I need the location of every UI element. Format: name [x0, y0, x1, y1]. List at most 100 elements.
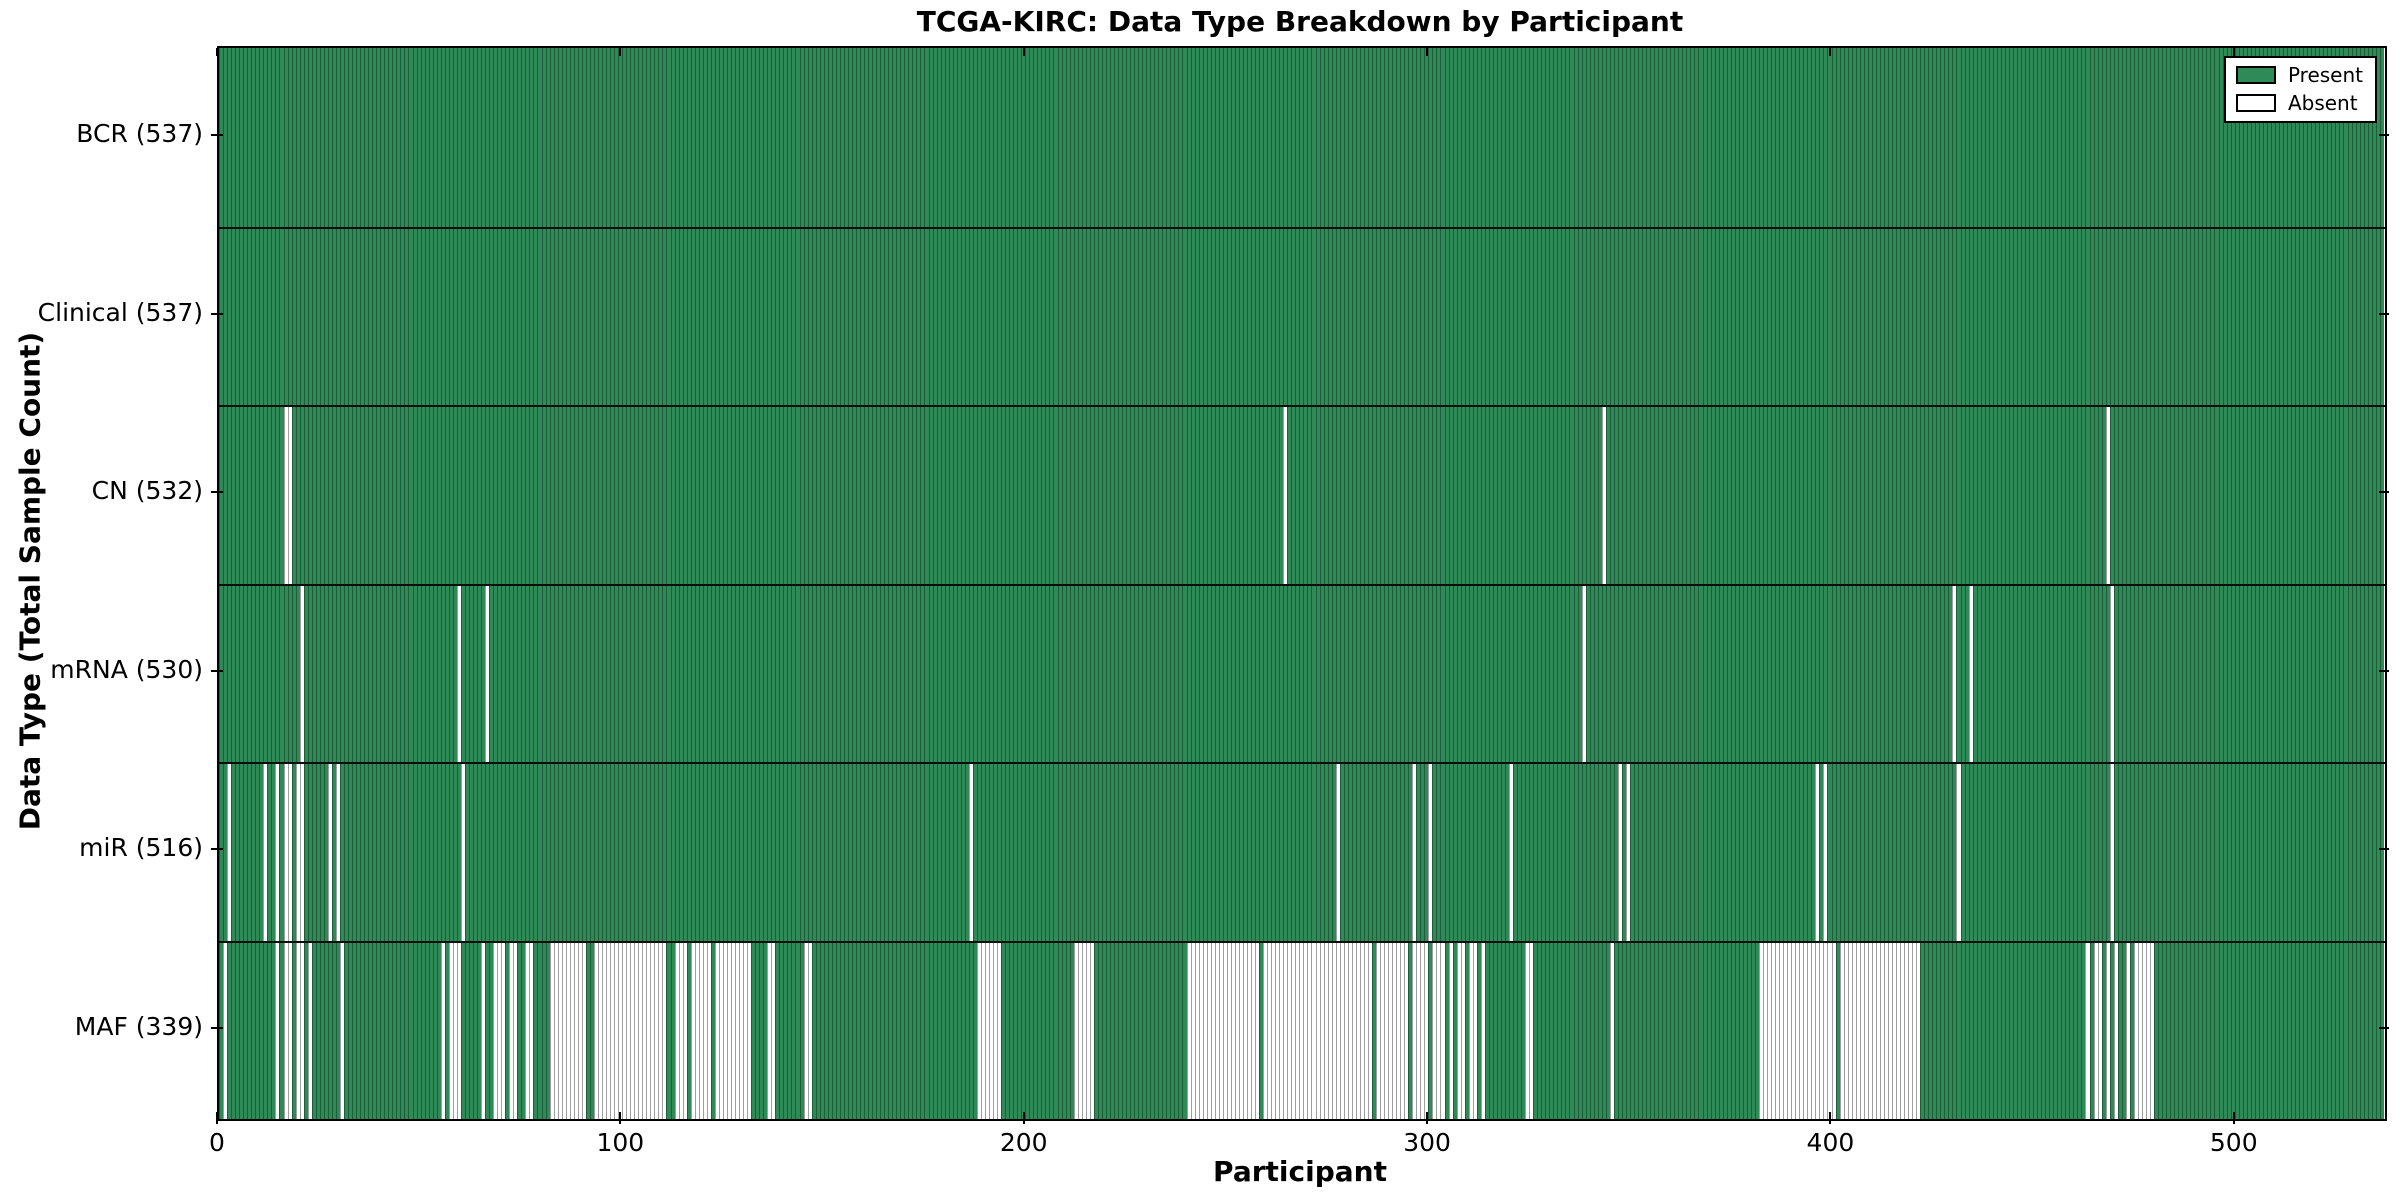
present-cell [2182, 407, 2187, 584]
present-cell [2238, 407, 2243, 584]
present-cell [2214, 228, 2219, 405]
present-cell [1916, 48, 1921, 227]
present-cell [601, 407, 606, 584]
present-cell [642, 407, 647, 584]
absent-cell [573, 942, 578, 1119]
present-cell [1174, 228, 1179, 405]
present-cell [1529, 764, 1534, 941]
present-cell [1359, 585, 1364, 762]
present-cell [964, 407, 969, 584]
present-cell [2315, 585, 2320, 762]
present-cell [1847, 48, 1852, 227]
present-cell [428, 228, 433, 405]
present-cell [1408, 228, 1413, 405]
present-cell [1952, 228, 1957, 405]
present-cell [2145, 407, 2150, 584]
present-cell [1299, 228, 1304, 405]
present-cell [2093, 585, 2098, 762]
present-cell [1065, 942, 1070, 1119]
present-cell [597, 585, 602, 762]
present-cell [303, 764, 308, 941]
present-cell [940, 407, 945, 584]
present-cell [920, 942, 925, 1119]
present-cell [1537, 942, 1542, 1119]
present-cell [2004, 407, 2009, 584]
present-cell [2254, 407, 2259, 584]
present-cell [1609, 585, 1614, 762]
present-cell [456, 228, 461, 405]
present-cell [771, 228, 776, 405]
absent-cell [993, 942, 998, 1119]
present-cell [1791, 407, 1796, 584]
present-cell [388, 585, 393, 762]
present-cell [1698, 48, 1703, 227]
present-cell [1839, 764, 1844, 941]
present-cell [964, 764, 969, 941]
present-cell [2016, 585, 2021, 762]
present-cell [1339, 764, 1344, 941]
present-cell [1267, 48, 1272, 227]
present-cell [968, 407, 973, 584]
present-cell [1835, 407, 1840, 584]
present-cell [255, 48, 260, 227]
present-cell [988, 585, 993, 762]
present-cell [1996, 764, 2001, 941]
present-cell [1638, 407, 1643, 584]
y-axis-label: Data Type (Total Sample Count) [13, 331, 47, 831]
present-cell [247, 942, 252, 1119]
present-cell [1480, 228, 1485, 405]
present-cell [2234, 228, 2239, 405]
absent-cell [1424, 942, 1429, 1119]
present-cell [1226, 764, 1231, 941]
present-cell [1900, 764, 1905, 941]
present-cell [448, 48, 453, 227]
present-cell [2101, 585, 2106, 762]
present-cell [319, 942, 324, 1119]
present-cell [718, 585, 723, 762]
present-cell [1472, 585, 1477, 762]
absent-cell [549, 942, 554, 1119]
present-cell [557, 585, 562, 762]
present-cell [2178, 764, 2183, 941]
present-cell [1553, 407, 1558, 584]
present-cell [1920, 407, 1925, 584]
present-cell [763, 48, 768, 227]
present-cell [1722, 764, 1727, 941]
present-cell [1545, 764, 1550, 941]
present-cell [775, 407, 780, 584]
present-cell [1726, 48, 1731, 227]
present-cell [1142, 585, 1147, 762]
present-cell [1589, 407, 1594, 584]
present-cell [2299, 48, 2304, 227]
present-cell [1025, 764, 1030, 941]
present-cell [2327, 942, 2332, 1119]
present-cell [859, 942, 864, 1119]
present-cell [1827, 407, 1832, 584]
present-cell [1202, 228, 1207, 405]
present-cell [714, 764, 719, 941]
present-cell [1714, 764, 1719, 941]
present-cell [376, 585, 381, 762]
present-cell [1779, 585, 1784, 762]
absent-cell [1412, 942, 1417, 1119]
present-cell [2311, 407, 2316, 584]
present-cell [1557, 48, 1562, 227]
absent-cell [1380, 942, 1385, 1119]
present-cell [1371, 228, 1376, 405]
present-cell [682, 228, 687, 405]
present-cell [1226, 585, 1231, 762]
present-cell [2210, 585, 2215, 762]
present-cell [2218, 48, 2223, 227]
present-cell [1113, 228, 1118, 405]
present-cell [2194, 228, 2199, 405]
present-cell [1871, 585, 1876, 762]
absent-cell [658, 942, 663, 1119]
present-cell [1891, 764, 1896, 941]
present-cell [670, 942, 675, 1119]
present-cell [485, 48, 490, 227]
present-cell [1500, 942, 1505, 1119]
present-cell [614, 407, 619, 584]
present-cell [279, 407, 284, 584]
present-cell [1702, 48, 1707, 227]
present-cell [997, 764, 1002, 941]
